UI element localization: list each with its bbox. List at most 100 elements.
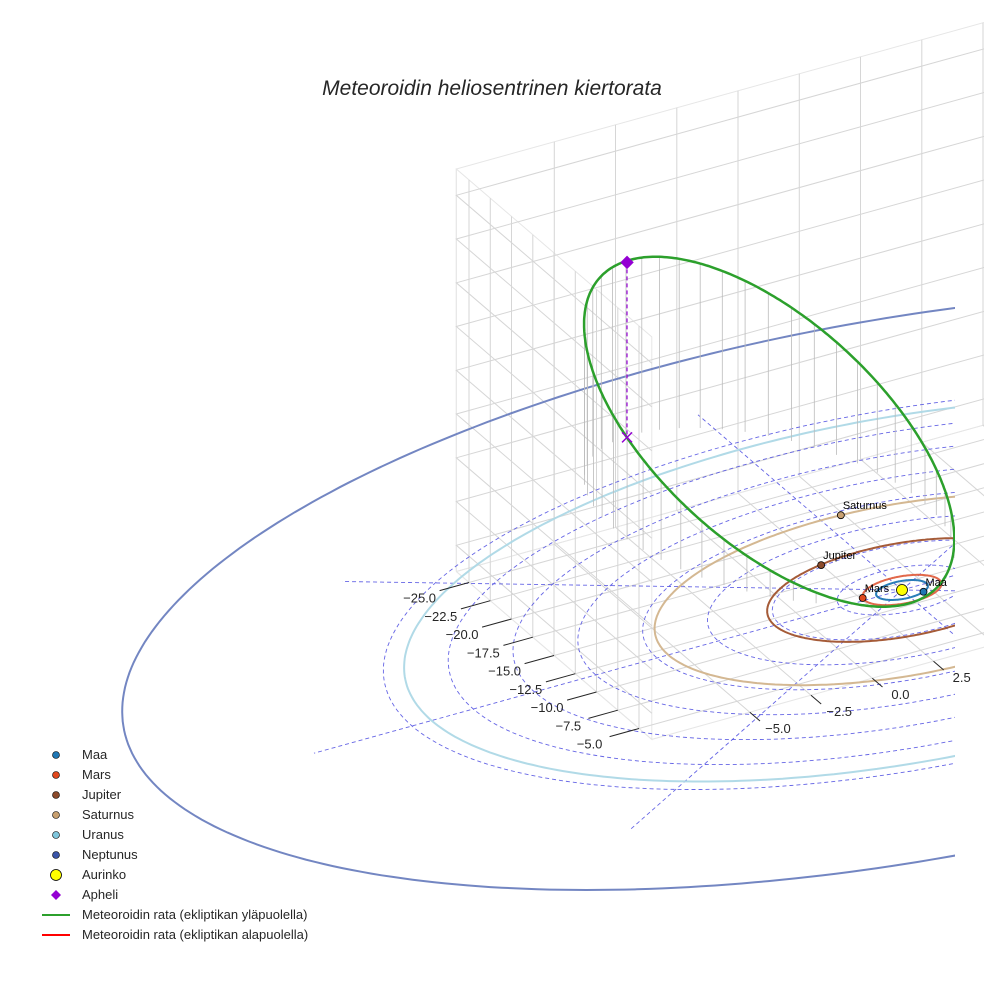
polar-grid-spoke [630,589,903,830]
y-tick-mark [933,660,945,671]
legend-dot-swatch [52,831,60,839]
plot-area: MaaMarsJupiterSaturnusNeptunus [121,255,955,892]
legend-label: Neptunus [82,847,138,862]
legend-label: Uranus [82,827,124,842]
x-tick-label: −25.0 [403,591,436,606]
legend-item: Maa [52,747,108,762]
legend-diamond-swatch [51,890,61,900]
meteoroid-orbit [582,255,955,608]
orbit-neptunus [121,306,955,892]
y-gridline [676,107,873,679]
legend-item: Neptunus [52,847,138,862]
z-gridline [455,179,984,495]
legend-item: Jupiter [52,787,122,802]
x-tick-mark [566,691,597,701]
sun-marker [896,584,908,596]
aphelion-marker [620,255,634,270]
legend-item: Meteoroidin rata (ekliptikan alapuolella… [42,927,308,942]
legend-dot-swatch [52,791,60,799]
x-tick-mark [481,618,512,628]
y-tick-label: −2.5 [826,704,852,719]
axis-panes [455,22,984,741]
x-tick-label: −7.5 [556,718,582,733]
z-gridline [455,223,984,539]
y-gridline [615,124,812,696]
orbit-saturnus [653,495,955,687]
polar-grid-circle [836,564,955,616]
orbit-maa [875,579,929,601]
planet-mars [858,594,867,602]
chart-title: Meteoroidin heliosentrinen kiertorata [322,77,662,100]
z-gridline [455,48,984,364]
planet-saturnus [836,511,845,520]
planet-maa [919,587,928,596]
legend-sun-swatch [50,869,62,881]
y-axis-ticks: −5.0−2.50.02.55.07.510.012.515.0 [749,660,971,736]
x-tick-mark [609,728,640,738]
legend-item: Saturnus [52,807,135,822]
planet-label-mars: Mars [865,583,890,595]
y-tick-label: −5.0 [765,721,791,736]
legend-label: Mars [82,767,111,782]
legend-item: Meteoroidin rata (ekliptikan yläpuolella… [42,907,307,922]
polar-grid-spoke [901,589,955,637]
polar-grid-spoke [313,589,903,754]
z-gridline [455,398,984,714]
legend-label: Jupiter [82,787,122,802]
x-tick-label: −15.0 [488,664,521,679]
planet-label-jupiter: Jupiter [823,550,856,562]
polar-grid-spoke [901,589,955,592]
planet-jupiter [817,561,826,570]
x-tick-label: −12.5 [509,682,542,697]
x-gridline [617,307,984,711]
legend-label: Saturnus [82,807,135,822]
y-gridline [553,141,751,713]
x-axis-ticks: −25.0 −22.5 −20.0 −17.5 −15.0 −12.5 −10.0 −7.5 −… [403,582,640,752]
legend-item: Mars [52,767,111,782]
polar-grid-spoke [697,414,903,591]
x-tick-label: −22.5 [424,609,457,624]
x-tick-mark [588,709,618,719]
orbit-drop-lines [584,256,955,604]
x-gridline [574,271,984,675]
legend: Maa Mars Jupiter Saturnus Uranus Neptunus Auri… [42,747,308,942]
aphelion-ecliptic-x [621,431,633,443]
planet-label-maa: Maa [926,577,948,589]
legend-label: Apheli [82,887,118,902]
x-tick-label: −20.0 [446,627,479,642]
z-gridline [455,267,984,583]
y-gridline [798,73,984,636]
legend-label: Aurinko [82,867,126,882]
x-tick-mark [460,600,491,610]
x-tick-mark [503,636,533,646]
polar-grid-circle [577,468,955,716]
y-tick-label: 0.0 [891,687,909,702]
orbit-uranus [403,406,955,783]
z-gridline [455,310,984,627]
planet-orbits [121,306,955,892]
planet-label-saturnus: Saturnus [843,500,888,512]
legend-label: Maa [82,747,108,762]
legend-dot-swatch [52,811,60,819]
orbit-mars [861,573,943,607]
legend-dot-swatch [52,771,60,779]
x-tick-mark [545,673,576,683]
gridlines [455,22,984,730]
legend-item: Apheli [51,887,118,902]
y-gridline [860,56,984,567]
y-tick-label: 2.5 [953,670,971,685]
x-tick-label: −5.0 [577,737,603,752]
x-gridline [489,198,984,602]
orbit-jupiter [766,537,955,643]
legend-dot-swatch [52,851,60,859]
z-gridline [455,135,984,452]
ecliptic-polar-grid [313,399,955,830]
x-tick-mark [524,655,555,665]
y-tick-mark [749,711,761,722]
x-tick-label: −17.5 [467,645,500,660]
y-tick-mark [810,694,822,705]
meteoroid-orbit-above [582,255,955,608]
polar-grid-circle [707,515,955,666]
polar-grid-circle [512,445,955,741]
